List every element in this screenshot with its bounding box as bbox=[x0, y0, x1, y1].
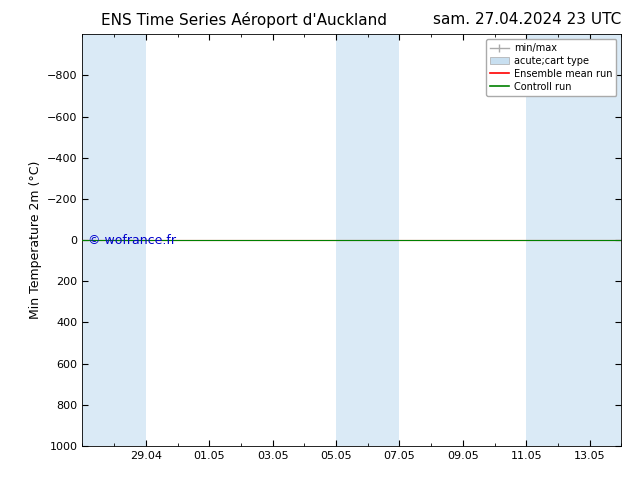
Bar bbox=[82, 34, 146, 446]
Legend: min/max, acute;cart type, Ensemble mean run, Controll run: min/max, acute;cart type, Ensemble mean … bbox=[486, 39, 616, 96]
Text: © wofrance.fr: © wofrance.fr bbox=[87, 234, 176, 246]
Y-axis label: Min Temperature 2m (°C): Min Temperature 2m (°C) bbox=[29, 161, 41, 319]
Bar bbox=[336, 34, 399, 446]
Text: sam. 27.04.2024 23 UTC: sam. 27.04.2024 23 UTC bbox=[433, 12, 621, 27]
Bar bbox=[526, 34, 621, 446]
Text: ENS Time Series Aéroport d'Auckland: ENS Time Series Aéroport d'Auckland bbox=[101, 12, 387, 28]
